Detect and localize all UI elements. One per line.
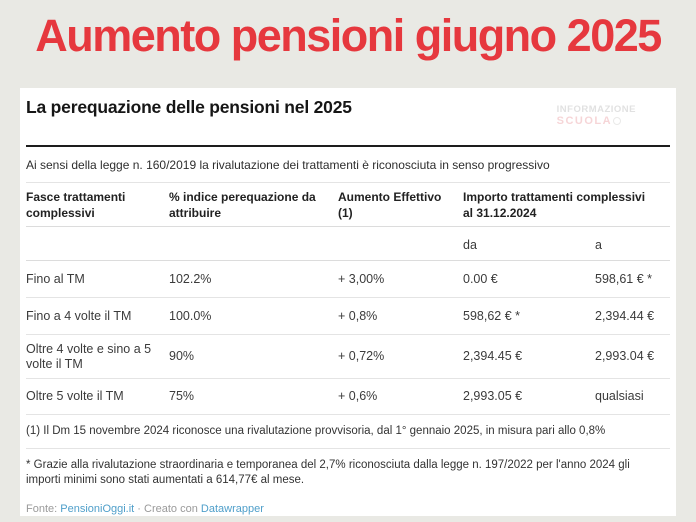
header-divider <box>26 145 670 147</box>
footnote-1: (1) Il Dm 15 novembre 2024 riconosce una… <box>26 415 670 449</box>
page-title: Aumento pensioni giugno 2025 <box>35 10 662 61</box>
cell-fascia: Oltre 4 volte e sino a 5 volte il TM <box>26 341 152 371</box>
table-description: Ai sensi della legge n. 160/2019 la riva… <box>26 147 670 183</box>
cell-aumento: + 0,72% <box>338 349 385 363</box>
cell-aumento: + 0,8% <box>338 308 378 323</box>
cell-fascia: Fino al TM <box>26 271 85 286</box>
cell-da: 0.00 € <box>463 271 498 286</box>
watermark-line1: INFORMAZIONE <box>556 104 636 115</box>
cell-indice: 100.0% <box>169 308 212 323</box>
scuola-logo-icon <box>613 117 622 125</box>
table-header-row: Fasce trattamenti complessivi % indice p… <box>26 183 670 227</box>
cell-a: 2,394.44 € <box>595 308 655 323</box>
subheader-a: a <box>595 238 602 252</box>
pension-table: Fasce trattamenti complessivi % indice p… <box>26 183 670 415</box>
column-header-aumento: Aumento Effettivo (1) <box>338 190 442 220</box>
column-header-fasce: Fasce trattamenti complessivi <box>26 190 126 220</box>
table-row: Oltre 4 volte e sino a 5 volte il TM 90%… <box>26 335 670 379</box>
source-footer: Fonte: PensioniOggi.it · Creato con Data… <box>26 503 670 515</box>
footer-separator: · <box>134 503 145 515</box>
table-row: Fino a 4 volte il TM 100.0% + 0,8% 598,6… <box>26 298 670 335</box>
cell-aumento: + 0,6% <box>338 389 378 403</box>
informazione-scuola-watermark: INFORMAZIONE SCUOLA <box>556 104 636 127</box>
datawrapper-link[interactable]: Datawrapper <box>200 503 264 515</box>
cell-da: 2,993.05 € <box>463 389 523 403</box>
cell-a: qualsiasi <box>595 389 644 403</box>
created-with-label: Creato con <box>144 503 201 515</box>
cell-indice: 102.2% <box>169 271 212 286</box>
card-title: La perequazione delle pensioni nel 2025 <box>26 97 352 117</box>
cell-indice: 90% <box>169 349 195 363</box>
source-link[interactable]: PensioniOggi.it <box>60 503 135 515</box>
column-header-indice: % indice perequazione da attribuire <box>169 190 316 220</box>
footnote-asterisk: * Grazie alla rivalutazione straordinari… <box>26 459 630 486</box>
cell-fascia: Oltre 5 volte il TM <box>26 389 124 403</box>
table-row: Oltre 5 volte il TM 75% + 0,6% 2,993.05 … <box>26 379 670 415</box>
cell-a: 2,993.04 € <box>595 349 655 363</box>
subheader-da: da <box>463 238 477 252</box>
source-prefix: Fonte: <box>26 503 61 515</box>
cell-a: 598,61 € * <box>595 271 652 286</box>
table-subheader-row: da a <box>26 227 670 261</box>
watermark-line2: SCUOLA <box>556 115 613 127</box>
cell-aumento: + 3,00% <box>338 271 385 286</box>
table-row: Fino al TM 102.2% + 3,00% 0.00 € 598,61 … <box>26 261 670 298</box>
cell-da: 2,394.45 € <box>463 349 523 363</box>
cell-da: 598,62 € * <box>463 308 520 323</box>
column-header-importo: Importo trattamenti complessivi al 31.12… <box>463 190 646 220</box>
table-card: La perequazione delle pensioni nel 2025 … <box>20 88 676 516</box>
cell-indice: 75% <box>169 389 195 403</box>
cell-fascia: Fino a 4 volte il TM <box>26 308 132 323</box>
